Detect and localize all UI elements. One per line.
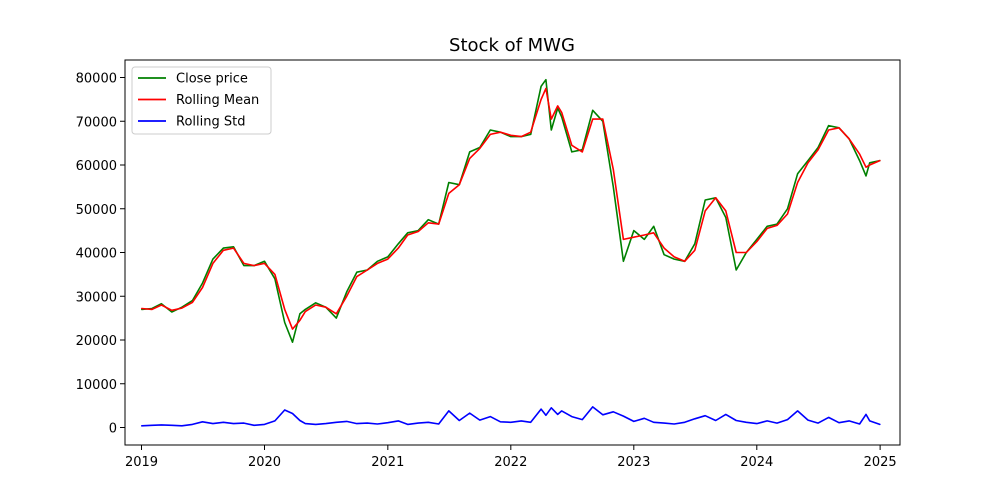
- y-tick-label: 0: [109, 422, 117, 437]
- series-layer: [141, 78, 881, 427]
- x-axis: 2019 2020 2021 2022 2023 2024 2025: [125, 445, 897, 470]
- chart-title: Stock of MWG: [449, 35, 575, 56]
- legend: Close price Rolling Mean Rolling Std: [131, 66, 272, 135]
- legend-label: Rolling Mean: [176, 93, 259, 108]
- y-tick-label: 50000: [76, 203, 117, 218]
- x-tick-label: 2021: [371, 455, 404, 470]
- y-tick-label: 70000: [76, 115, 117, 130]
- series-line-rolling-mean: [141, 87, 881, 330]
- x-tick-label: 2025: [864, 455, 897, 470]
- x-tick-label: 2024: [740, 455, 773, 470]
- y-tick-label: 30000: [76, 290, 117, 305]
- y-axis: 0 10000 20000 30000 40000 50000 60000 70000 8000…: [76, 72, 125, 437]
- legend-label: Close price: [176, 72, 248, 87]
- y-tick-label: 40000: [76, 247, 117, 262]
- y-tick-label: 10000: [76, 378, 117, 393]
- y-tick-label: 60000: [76, 159, 117, 174]
- legend-label: Rolling Std: [176, 115, 245, 130]
- y-tick-label: 20000: [76, 334, 117, 349]
- x-tick-label: 2022: [494, 455, 527, 470]
- series-line-rolling-std: [141, 406, 881, 427]
- legend-box: [131, 66, 272, 135]
- x-tick-label: 2023: [617, 455, 650, 470]
- x-tick-label: 2019: [125, 455, 158, 470]
- y-tick-label: 80000: [76, 72, 117, 87]
- x-tick-label: 2020: [248, 455, 281, 470]
